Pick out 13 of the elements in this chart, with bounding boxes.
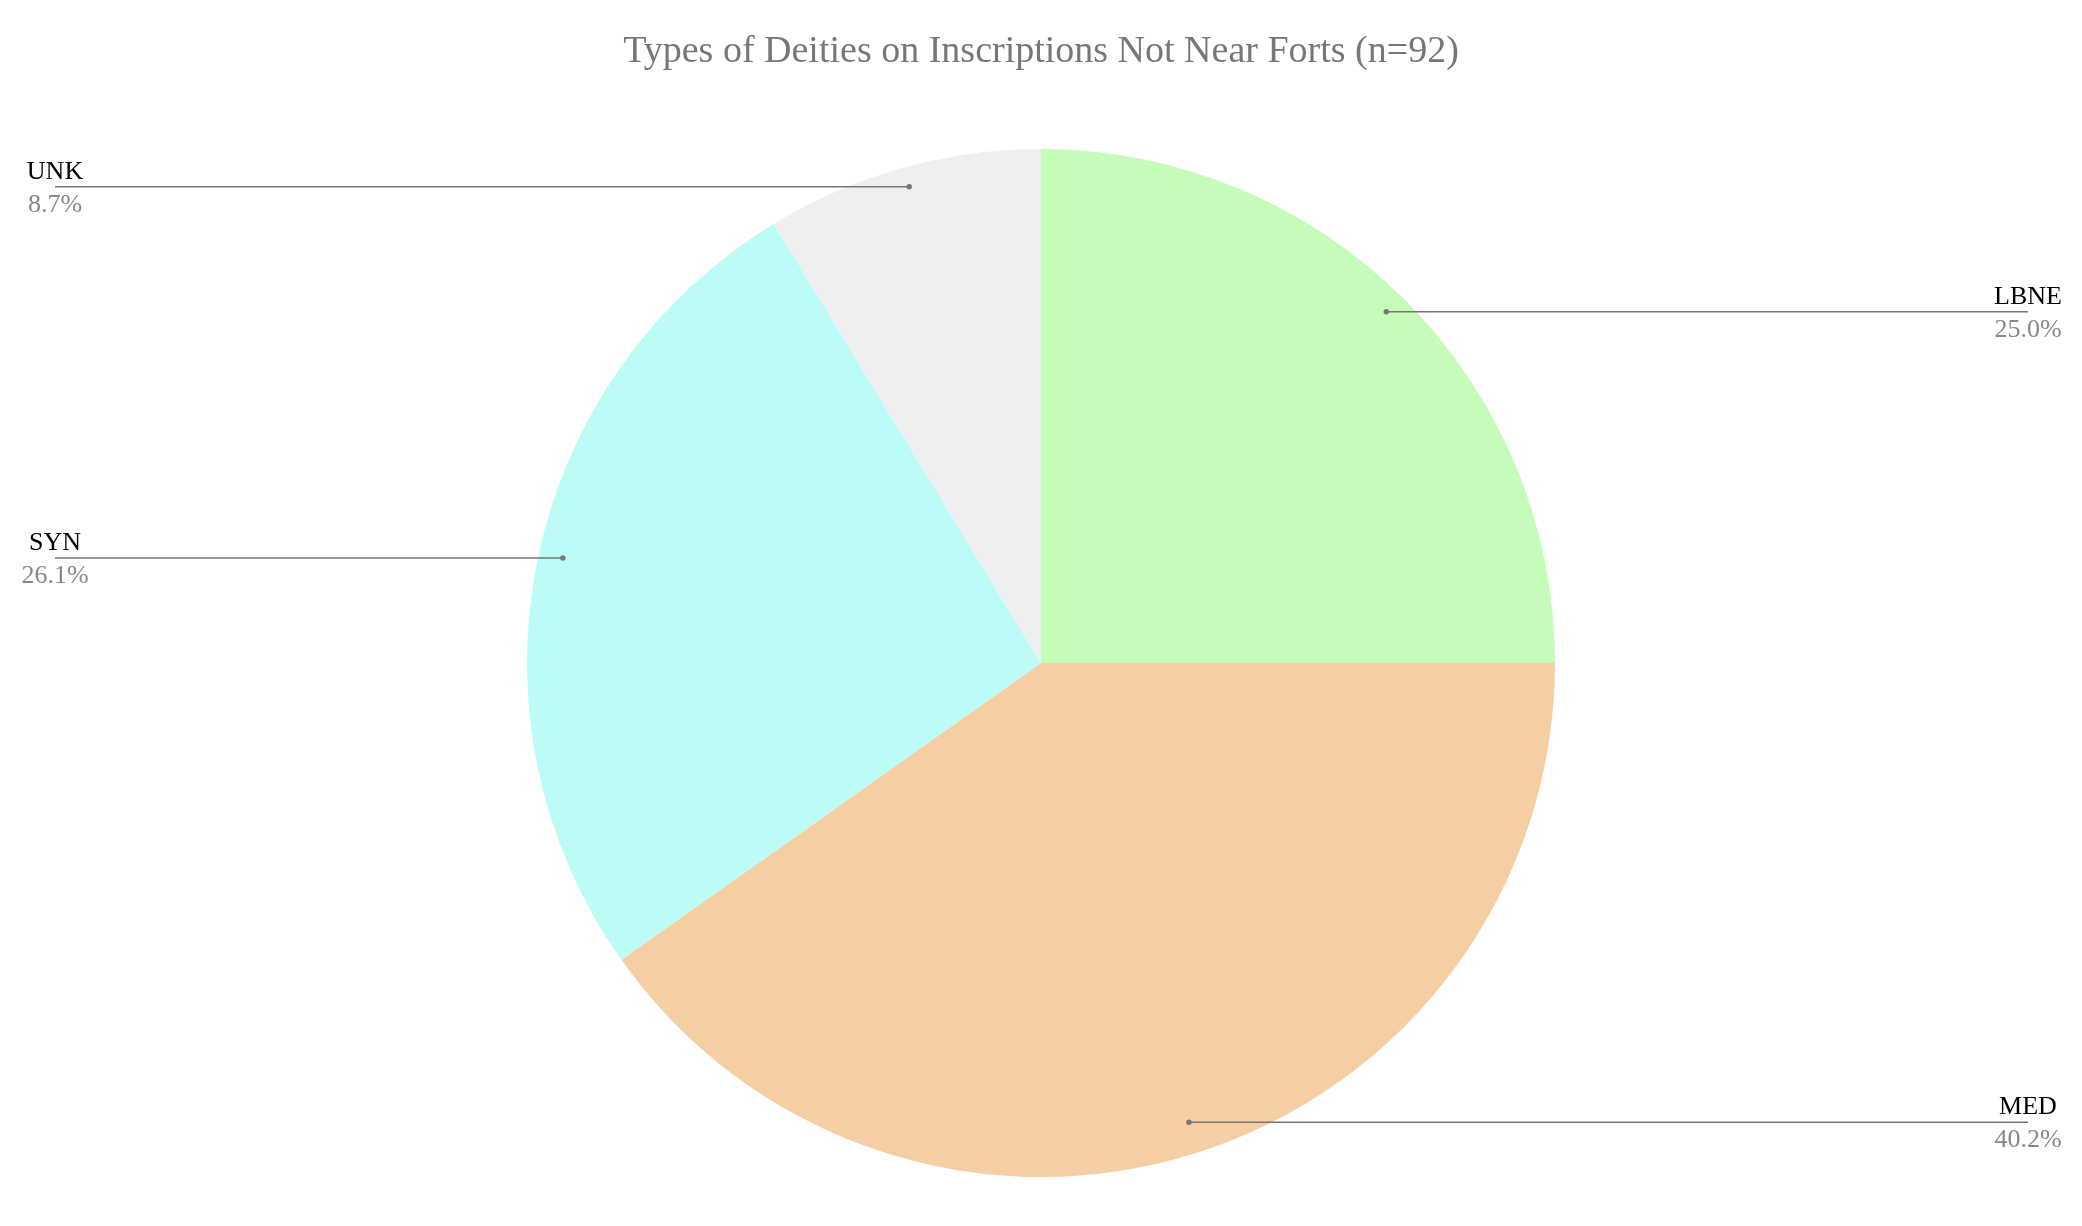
- slice-label: MED: [1999, 1091, 2057, 1121]
- pie-slice: [621, 663, 1555, 1177]
- slice-label: LBNE: [1994, 280, 2062, 310]
- pie-slice: [1041, 149, 1555, 663]
- slice-label: SYN: [28, 526, 82, 556]
- data-label: 40.2%: [1994, 1124, 2062, 1154]
- data-label: 8.7%: [27, 188, 83, 218]
- chart-title: Types of Deities on Inscriptions Not Near Forts (n=92): [623, 28, 1459, 71]
- pie-slice: [773, 149, 1041, 663]
- pie-slice: [527, 223, 1041, 960]
- data-label: 26.1%: [21, 559, 89, 589]
- slice-label: UNK: [26, 155, 84, 185]
- data-label: 25.0%: [1994, 313, 2062, 343]
